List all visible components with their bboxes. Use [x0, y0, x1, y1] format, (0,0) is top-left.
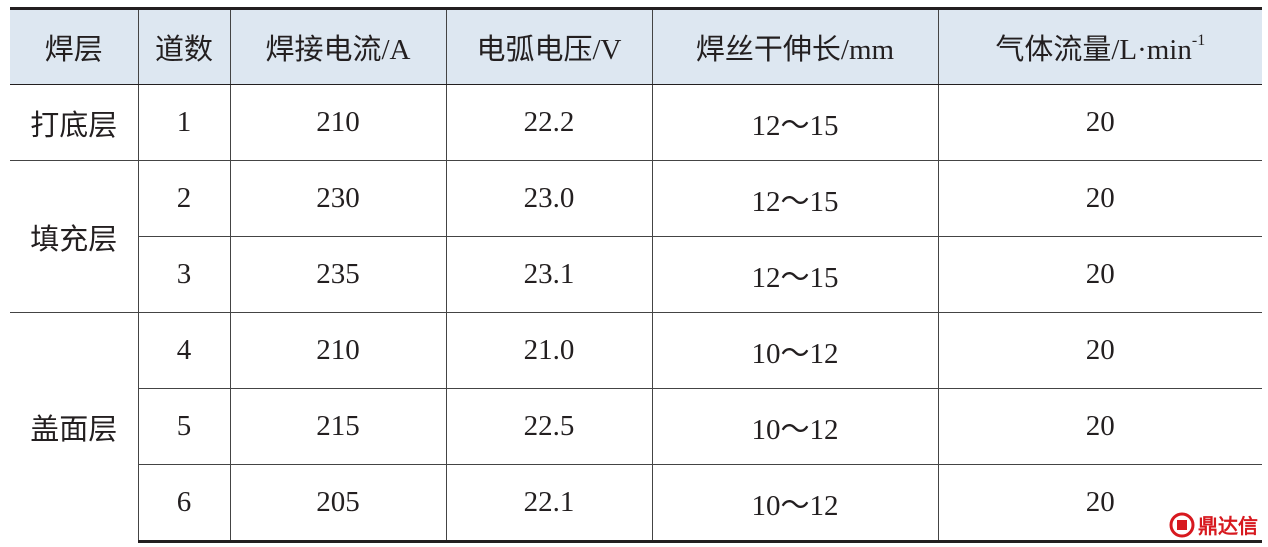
table-row: 3 235 23.1 12～15 20 [10, 236, 1262, 313]
watermark-text: 鼎达信 [1198, 514, 1258, 538]
data-cell: 4 [137, 312, 230, 389]
data-cell: 215 [229, 388, 446, 465]
data-cell: 210 [229, 312, 446, 389]
data-cell: 6 [137, 464, 230, 543]
data-cell: 23.0 [445, 160, 652, 237]
layer-cell: 盖面层 [10, 312, 138, 542]
header-row: 焊层 道数 焊接电流/A 电弧电压/V 焊丝干伸长/mm 气体流量/L·min-1 [10, 7, 1262, 85]
table-row: 打底层 1 210 22.2 12～15 20 [10, 84, 1262, 161]
data-cell: 20 [937, 312, 1262, 389]
header-cell: 焊层 [10, 7, 138, 85]
data-cell: 20 [937, 464, 1262, 543]
data-cell: 10～12 [651, 464, 938, 543]
header-cell: 气体流量/L·min-1 [937, 7, 1262, 85]
header-cell: 电弧电压/V [445, 7, 652, 85]
data-cell: 230 [229, 160, 446, 237]
data-cell: 21.0 [445, 312, 652, 389]
header-text: 气体流量/L·min [995, 34, 1192, 66]
params-table: 焊层 道数 焊接电流/A 电弧电压/V 焊丝干伸长/mm 气体流量/L·min-1 打底层… [10, 7, 1262, 543]
header-text: 焊接电流/A [265, 34, 411, 66]
layer-cell: 打底层 [10, 84, 138, 161]
data-cell: 10～12 [651, 388, 938, 465]
header-text: 电弧电压/V [476, 34, 622, 66]
data-cell: 22.1 [445, 464, 652, 543]
data-cell: 2 [137, 160, 230, 237]
data-cell: 22.5 [445, 388, 652, 465]
data-cell: 22.2 [445, 84, 652, 161]
data-cell: 12～15 [651, 84, 938, 161]
header-text: 道数 [154, 34, 213, 66]
data-cell: 12～15 [651, 160, 938, 237]
header-text: 焊层 [44, 34, 103, 66]
header-cell: 焊丝干伸长/mm [651, 7, 938, 85]
table-header: 焊层 道数 焊接电流/A 电弧电压/V 焊丝干伸长/mm 气体流量/L·min-1 [10, 7, 1262, 85]
header-cell: 道数 [137, 7, 230, 85]
header-cell: 焊接电流/A [229, 7, 446, 85]
data-cell: 12～15 [651, 236, 938, 313]
data-cell: 205 [229, 464, 446, 543]
data-cell: 23.1 [445, 236, 652, 313]
data-cell: 20 [937, 388, 1262, 465]
data-cell: 1 [137, 84, 230, 161]
data-cell: 210 [229, 84, 446, 161]
table-body: 打底层 1 210 22.2 12～15 20 填充层 2 230 23.0 12～15 20 3 235… [10, 84, 1262, 543]
header-text: 焊丝干伸长/mm [695, 34, 895, 66]
data-cell: 20 [937, 160, 1262, 237]
table-row: 5 215 22.5 10～12 20 [10, 388, 1262, 465]
data-cell: 5 [137, 388, 230, 465]
data-cell: 10～12 [651, 312, 938, 389]
data-cell: 3 [137, 236, 230, 313]
table-row: 6 205 22.1 10～12 20 [10, 464, 1262, 543]
data-cell: 235 [229, 236, 446, 313]
data-cell: 20 [937, 236, 1262, 313]
watermark-logo [1169, 512, 1195, 537]
header-sup: -1 [1191, 32, 1206, 49]
table-row: 填充层 2 230 23.0 12～15 20 [10, 160, 1262, 313]
data-cell: 20 [937, 84, 1262, 161]
layer-cell: 填充层 [10, 160, 138, 313]
watermark: 鼎达信 [1169, 510, 1258, 539]
table-row: 盖面层 4 210 21.0 10～12 20 [10, 312, 1262, 542]
